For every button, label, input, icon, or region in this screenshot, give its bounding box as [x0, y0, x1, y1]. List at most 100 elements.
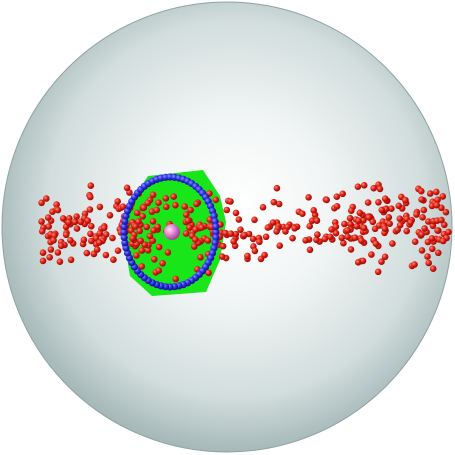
red-dot [347, 215, 354, 222]
red-dot [155, 199, 162, 206]
red-dot [251, 217, 258, 224]
red-dot [274, 185, 281, 192]
red-dot [302, 237, 309, 244]
red-dot [377, 186, 384, 193]
red-dot [186, 224, 193, 231]
red-dot [357, 210, 364, 217]
red-dot [97, 230, 104, 237]
red-dot [50, 237, 57, 244]
red-dot [382, 195, 389, 202]
red-dot [213, 197, 220, 204]
red-dot [276, 242, 283, 249]
red-dot [48, 246, 55, 253]
red-dot [150, 227, 157, 234]
red-dot [58, 243, 65, 250]
page: (() => { const data = JSON.parse(documen… [0, 0, 455, 455]
red-dot [344, 233, 351, 240]
red-dot [143, 224, 150, 231]
red-dot [192, 236, 199, 243]
red-dot [170, 193, 177, 200]
red-dot [57, 258, 64, 265]
red-dot [397, 222, 404, 229]
red-dot [355, 183, 362, 190]
red-dot [389, 240, 396, 247]
red-dot [352, 234, 359, 241]
red-dot [310, 207, 317, 214]
red-dot [219, 253, 226, 260]
red-dot [185, 217, 192, 224]
red-dot [407, 219, 414, 226]
red-dot [333, 223, 340, 230]
red-dot [87, 231, 94, 238]
red-dot [230, 238, 237, 245]
red-dot [163, 204, 170, 211]
red-dot [193, 201, 200, 208]
red-dot [256, 239, 263, 246]
red-dot [397, 215, 404, 222]
red-dot [40, 249, 47, 256]
red-dot [96, 239, 103, 246]
red-dot [445, 229, 452, 236]
red-dot [40, 258, 47, 265]
red-dot [68, 257, 75, 264]
red-dot [183, 211, 190, 218]
red-dot [434, 227, 441, 234]
red-dot [289, 235, 296, 242]
red-dot [191, 243, 198, 250]
red-dot [258, 256, 265, 263]
red-dot [85, 217, 92, 224]
red-dot [339, 191, 346, 198]
red-dot [421, 225, 428, 232]
red-dot [403, 228, 410, 235]
red-dot [419, 214, 426, 221]
red-dot [220, 243, 227, 250]
red-dot [402, 197, 409, 204]
red-dot [55, 207, 62, 214]
red-dot [306, 223, 313, 230]
red-dot [314, 231, 321, 238]
red-dot [270, 219, 277, 226]
red-dot [147, 233, 154, 240]
red-dot [233, 210, 240, 217]
red-dot [150, 218, 157, 225]
red-dot [153, 207, 160, 214]
red-dot [38, 200, 45, 207]
red-dot [372, 226, 379, 233]
red-dot [299, 210, 306, 217]
red-dot [39, 228, 46, 235]
red-dot [73, 213, 80, 220]
red-dot [101, 225, 108, 232]
red-dot [139, 213, 146, 220]
red-dot [63, 232, 70, 239]
red-dot [344, 227, 351, 234]
red-dot [323, 197, 330, 204]
red-dot [260, 204, 267, 211]
red-dot [84, 250, 91, 257]
scene [0, 0, 455, 455]
red-dot [395, 203, 402, 210]
red-dot [46, 254, 53, 261]
red-dot [322, 236, 329, 243]
red-dot [65, 219, 72, 226]
red-dot [192, 226, 199, 233]
red-dot [361, 225, 368, 232]
red-dot [314, 217, 321, 224]
red-dot [133, 252, 140, 259]
red-dot [418, 196, 425, 203]
red-dot [365, 199, 372, 206]
red-dot [88, 182, 95, 189]
red-dot [378, 207, 385, 214]
red-dot [252, 248, 259, 255]
red-dot [228, 230, 235, 237]
red-dot [263, 234, 270, 241]
red-dot [435, 250, 442, 257]
red-dot [205, 270, 212, 277]
red-dot [440, 238, 447, 245]
red-dot [418, 188, 425, 195]
red-dot [103, 231, 110, 238]
red-dot [198, 224, 205, 231]
red-dot [134, 210, 141, 217]
red-dot [348, 246, 355, 253]
red-dot [114, 198, 121, 205]
red-dot [136, 228, 143, 235]
